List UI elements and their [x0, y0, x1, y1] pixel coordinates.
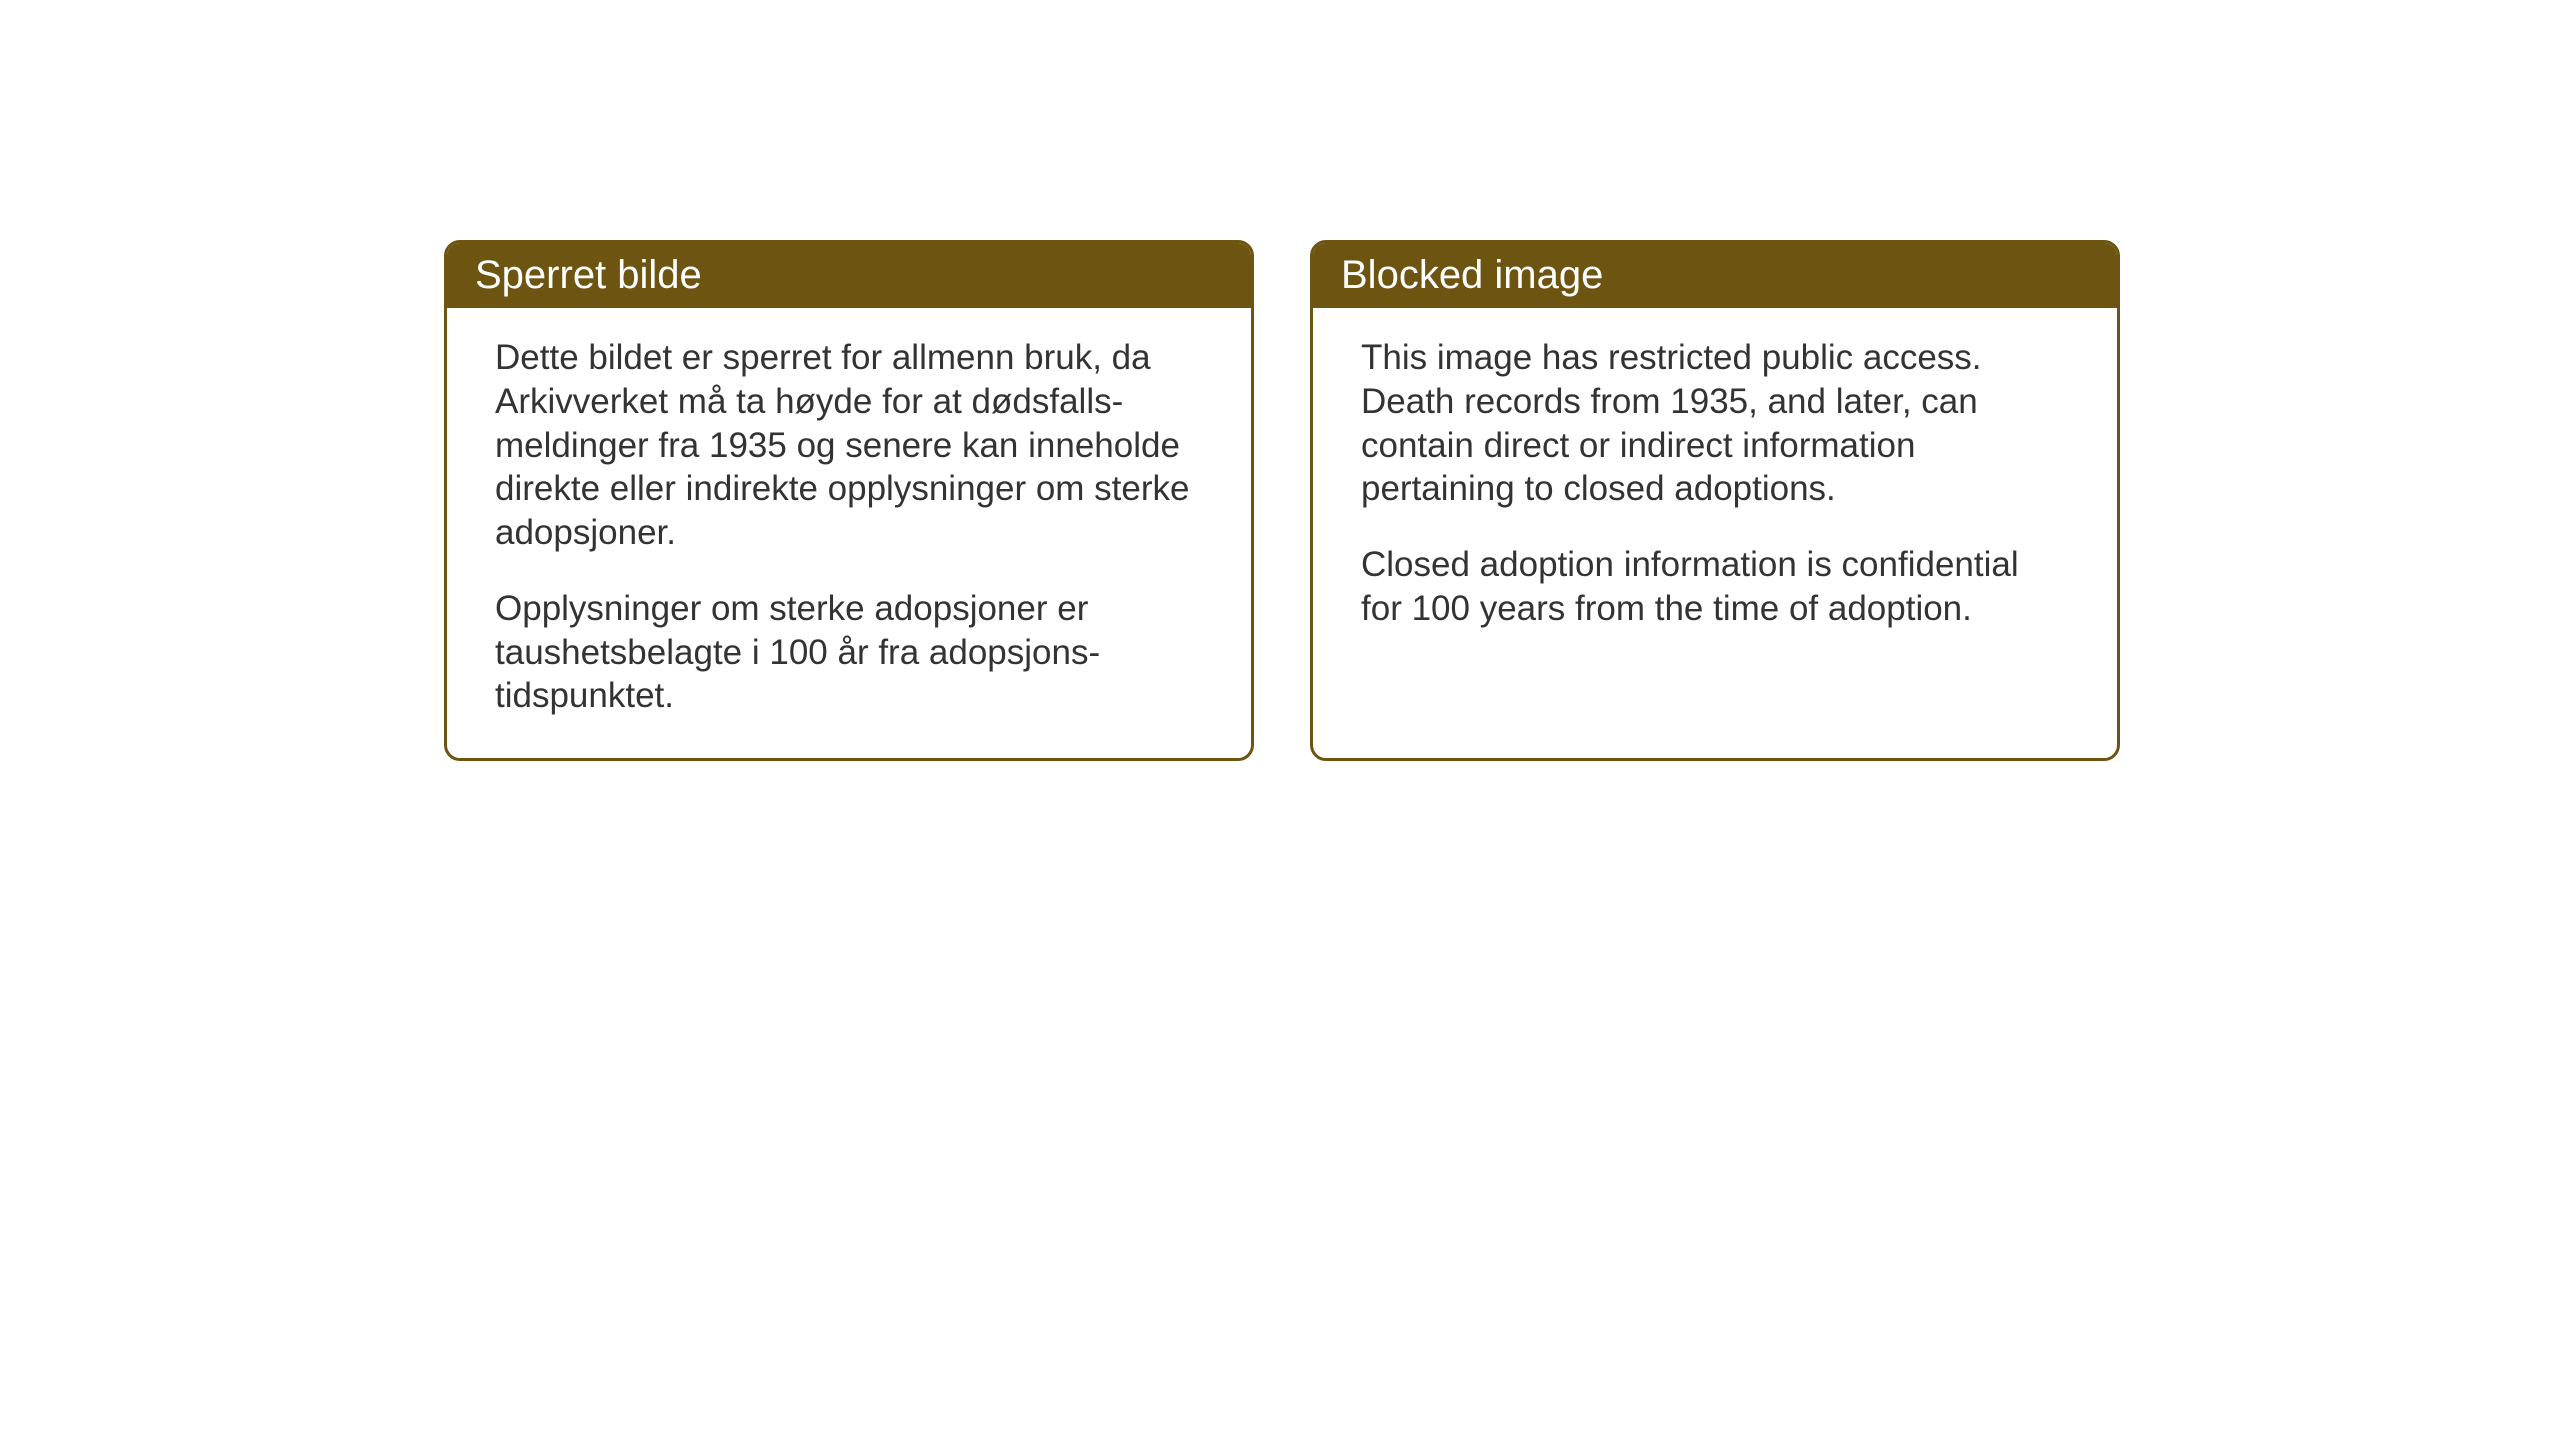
notice-cards-container: Sperret bilde Dette bildet er sperret fo… — [444, 240, 2120, 761]
norwegian-paragraph-2: Opplysninger om sterke adopsjoner er tau… — [495, 587, 1203, 718]
norwegian-card-title: Sperret bilde — [447, 243, 1251, 308]
norwegian-paragraph-1: Dette bildet er sperret for allmenn bruk… — [495, 336, 1203, 555]
norwegian-notice-card: Sperret bilde Dette bildet er sperret fo… — [444, 240, 1254, 761]
english-card-title: Blocked image — [1313, 243, 2117, 308]
norwegian-card-body: Dette bildet er sperret for allmenn bruk… — [447, 308, 1251, 758]
english-notice-card: Blocked image This image has restricted … — [1310, 240, 2120, 761]
english-paragraph-2: Closed adoption information is confident… — [1361, 543, 2069, 631]
english-paragraph-1: This image has restricted public access.… — [1361, 336, 2069, 511]
english-card-body: This image has restricted public access.… — [1313, 308, 2117, 671]
